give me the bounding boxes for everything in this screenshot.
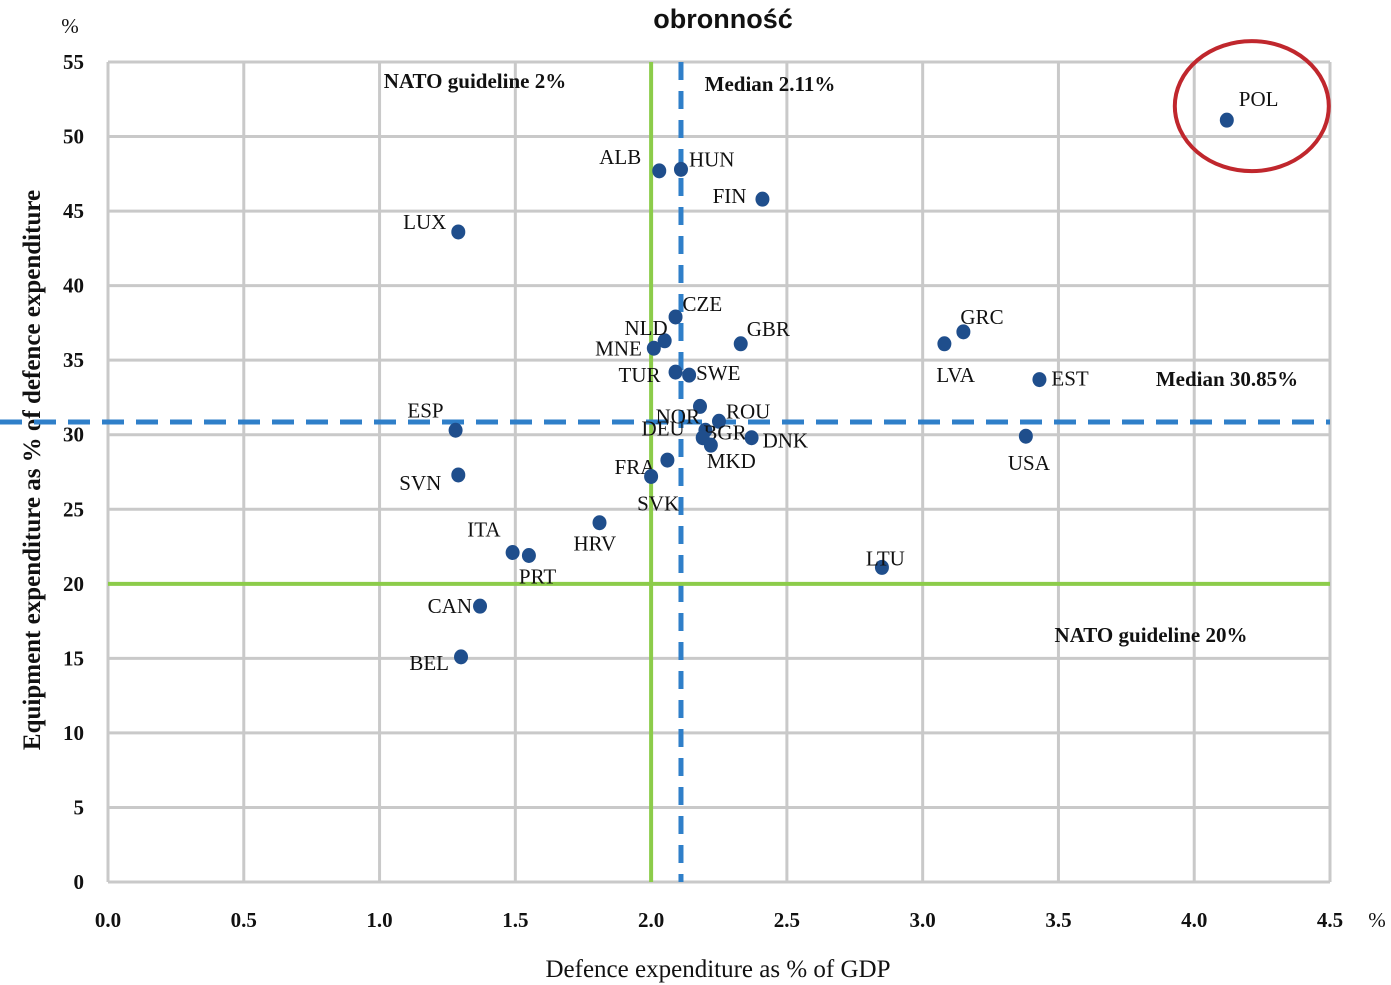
point-label: POL xyxy=(1239,87,1279,111)
x-tick-label: 1.5 xyxy=(502,908,528,932)
data-point-svk xyxy=(644,468,659,484)
point-label: LVA xyxy=(936,363,975,387)
annotations: NATO guideline 2% Median 2.11% Median 30.8… xyxy=(384,69,1298,647)
x-tick-label: 4.5 xyxy=(1317,908,1343,932)
point-label: LUX xyxy=(403,210,446,234)
data-point-dnk xyxy=(744,430,759,446)
x-axis-label: Defence expenditure as % of GDP xyxy=(545,956,890,983)
point-label: FIN xyxy=(713,184,747,208)
data-point-rou xyxy=(712,413,726,429)
data-point-gbr xyxy=(733,336,748,352)
point-label: CAN xyxy=(428,594,472,618)
data-point-lux xyxy=(451,224,466,240)
x-tick-label: 3.0 xyxy=(910,908,936,932)
data-point-swe xyxy=(682,367,697,383)
data-point-cze xyxy=(668,309,683,325)
data-point-est xyxy=(1032,372,1047,388)
y-tick-label: 55 xyxy=(63,50,84,74)
data-point-nld xyxy=(657,333,672,349)
data-point-ltu xyxy=(874,559,889,575)
point-label: MNE xyxy=(595,336,642,360)
point-label: ITA xyxy=(467,518,501,542)
data-point-ita xyxy=(505,545,520,561)
y-tick-label: 10 xyxy=(63,721,84,745)
y-tick-label: 40 xyxy=(63,274,84,298)
point-label: SVN xyxy=(399,471,441,495)
data-point-mne xyxy=(646,340,661,356)
point-label: HUN xyxy=(689,147,735,171)
x-tick-label: 1.0 xyxy=(366,908,392,932)
reference-line-label: NATO guideline 2% xyxy=(384,69,566,93)
reference-line-label: Median 2.11% xyxy=(705,72,836,96)
reference-lines xyxy=(0,62,1330,882)
data-point-hrv xyxy=(592,515,607,531)
data-point-pol xyxy=(1219,112,1234,128)
x-tick-label: 2.5 xyxy=(774,908,800,932)
point-label: MKD xyxy=(707,449,756,473)
highlight-circle xyxy=(1172,39,1331,174)
point-label: NLD xyxy=(625,316,668,340)
point-label: ALB xyxy=(599,145,641,169)
point-label: LTU xyxy=(866,546,905,570)
data-point-grc xyxy=(956,324,971,340)
x-tick-label: 0.5 xyxy=(231,908,257,932)
point-label: BEL xyxy=(409,651,449,675)
data-point-prt xyxy=(521,547,536,563)
y-tick-label: 50 xyxy=(63,125,84,149)
point-label: ESP xyxy=(407,398,443,422)
x-tick-label: 2.0 xyxy=(638,908,664,932)
data-point-bel xyxy=(454,649,469,665)
y-tick-label: 45 xyxy=(63,199,84,223)
y-unit-label: % xyxy=(61,14,79,38)
point-label: TUR xyxy=(619,363,661,387)
data-point-can xyxy=(473,598,488,614)
point-label: GRC xyxy=(960,305,1003,329)
x-unit-label: % xyxy=(1368,908,1386,932)
data-points: POL ALB HUN FIN LUX CZE NLD GBR MNE TUR SWE GRC LVA E… xyxy=(399,39,1331,675)
data-point-fra xyxy=(660,452,675,468)
data-point-fin xyxy=(755,191,770,207)
data-point-esp xyxy=(448,422,463,438)
grid xyxy=(106,60,1332,884)
data-point-nor xyxy=(692,398,707,414)
point-label: GBR xyxy=(747,317,790,341)
point-label: PRT xyxy=(519,564,556,588)
y-tick-label: 20 xyxy=(63,572,84,596)
point-label: USA xyxy=(1008,451,1051,475)
data-point-mkd xyxy=(703,437,718,453)
data-point-hun xyxy=(673,161,688,177)
point-label: HRV xyxy=(574,532,617,556)
point-label: EST xyxy=(1051,367,1089,391)
reference-line-label: Median 30.85% xyxy=(1156,367,1298,391)
point-label: SVK xyxy=(637,491,679,515)
y-tick-label: 25 xyxy=(63,497,84,521)
point-label: DNK xyxy=(763,429,809,453)
y-tick-label: 5 xyxy=(74,795,85,819)
point-label: ROU xyxy=(726,399,770,423)
y-tick-label: 15 xyxy=(63,646,84,670)
data-point-alb xyxy=(652,163,667,179)
point-label: SWE xyxy=(696,361,740,385)
data-point-usa xyxy=(1018,428,1033,444)
tick-labels: 0.0 0.5 1.0 1.5 2.0 2.5 3.0 3.5 4.0 4.5 0 5 10 15 20 25… xyxy=(63,50,1343,932)
data-point-lva xyxy=(937,336,952,352)
point-label: DEU xyxy=(642,417,685,441)
data-point-tur xyxy=(668,364,683,380)
data-point-svn xyxy=(451,467,466,483)
y-axis-label: Equipment expenditure as % of defence ex… xyxy=(19,190,46,750)
point-label: NOR xyxy=(656,404,700,428)
chart-title: obronność xyxy=(653,4,793,34)
reference-line-label: NATO guideline 20% xyxy=(1055,623,1248,647)
y-tick-label: 35 xyxy=(63,348,84,372)
x-tick-label: 0.0 xyxy=(95,908,121,932)
x-tick-label: 3.5 xyxy=(1045,908,1071,932)
point-label: CZE xyxy=(683,292,723,316)
y-tick-label: 0 xyxy=(74,870,85,894)
x-tick-label: 4.0 xyxy=(1181,908,1207,932)
y-tick-label: 30 xyxy=(63,423,84,447)
